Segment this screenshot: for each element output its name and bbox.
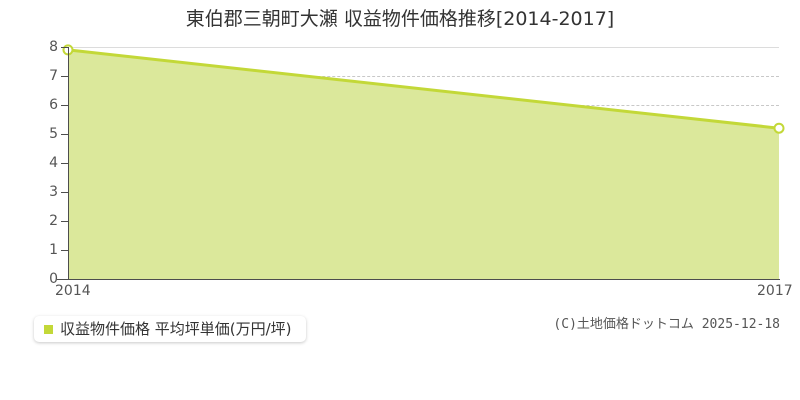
y-tick-mark-6 bbox=[61, 105, 68, 106]
y-tick-label-6: 6 bbox=[49, 97, 58, 113]
y-tick-label-7: 7 bbox=[49, 68, 58, 84]
y-tick-mark-2 bbox=[61, 221, 68, 222]
y-tick-label-0: 0 bbox=[49, 271, 58, 287]
legend[interactable]: 収益物件価格 平均坪単価(万円/坪) bbox=[34, 316, 306, 342]
y-axis-line bbox=[68, 47, 69, 280]
data-point-marker[interactable] bbox=[773, 122, 785, 134]
y-tick-label-1: 1 bbox=[49, 242, 58, 258]
y-tick-label-4: 4 bbox=[49, 155, 58, 171]
y-tick-mark-3 bbox=[61, 192, 68, 193]
y-tick-label-5: 5 bbox=[49, 126, 58, 142]
series-line bbox=[68, 50, 779, 128]
y-tick-mark-7 bbox=[61, 76, 68, 77]
data-point-markers bbox=[62, 44, 785, 134]
y-tick-label-3: 3 bbox=[49, 184, 58, 200]
chart-title: 東伯郡三朝町大瀬 収益物件価格推移[2014-2017] bbox=[185, 8, 615, 30]
copyright-credit: (C)土地価格ドットコム 2025-12-18 bbox=[553, 317, 780, 332]
legend-label: 収益物件価格 平均坪単価(万円/坪) bbox=[60, 320, 292, 338]
gridline-8 bbox=[68, 47, 779, 48]
x-tick-label-start: 2014 bbox=[55, 283, 91, 299]
gridline-7 bbox=[68, 76, 779, 77]
y-tick-mark-8 bbox=[61, 47, 68, 48]
y-tick-label-2: 2 bbox=[49, 213, 58, 229]
y-tick-label-8: 8 bbox=[49, 39, 58, 55]
x-axis-line bbox=[57, 279, 780, 280]
legend-swatch-icon bbox=[44, 324, 53, 334]
y-tick-mark-1 bbox=[61, 250, 68, 251]
y-tick-mark-4 bbox=[61, 163, 68, 164]
series-area-line bbox=[68, 47, 779, 280]
x-tick-label-end: 2017 bbox=[757, 283, 793, 299]
plot-area bbox=[62, 44, 785, 280]
y-tick-mark-5 bbox=[61, 134, 68, 135]
series-area-fill bbox=[68, 49, 779, 280]
